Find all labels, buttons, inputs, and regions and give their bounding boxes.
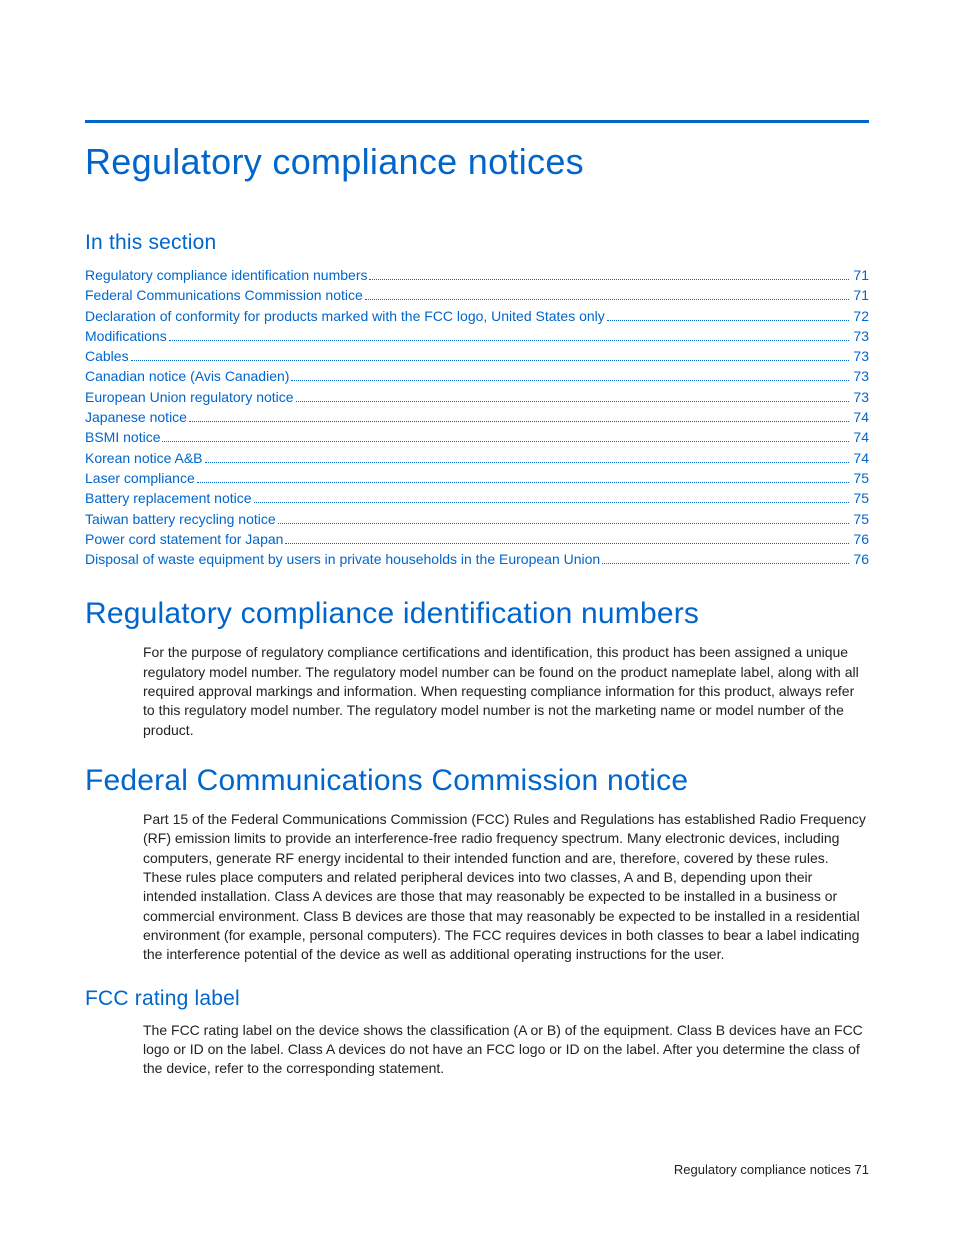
toc-heading: In this section (85, 231, 869, 255)
toc-label: Taiwan battery recycling notice (85, 509, 276, 529)
toc-label: Regulatory compliance identification num… (85, 265, 367, 285)
toc-page-number: 73 (853, 366, 869, 386)
toc-page-number: 74 (853, 407, 869, 427)
toc-row[interactable]: Power cord statement for Japan 76 (85, 529, 869, 549)
toc: Regulatory compliance identification num… (85, 265, 869, 569)
toc-page-number: 73 (853, 326, 869, 346)
toc-leader (254, 502, 850, 503)
toc-row[interactable]: Canadian notice (Avis Canadien) 73 (85, 366, 869, 386)
toc-leader (189, 421, 849, 422)
toc-leader (131, 360, 850, 361)
toc-label: Cables (85, 346, 129, 366)
toc-leader (369, 279, 849, 280)
toc-leader (285, 543, 849, 544)
toc-page-number: 74 (853, 427, 869, 447)
section-heading-fcc: Federal Communications Commission notice (85, 764, 869, 798)
toc-page-number: 76 (853, 529, 869, 549)
toc-leader (197, 482, 850, 483)
toc-row[interactable]: Regulatory compliance identification num… (85, 265, 869, 285)
toc-leader (278, 523, 850, 524)
toc-page-number: 75 (853, 509, 869, 529)
toc-row[interactable]: BSMI notice 74 (85, 427, 869, 447)
toc-label: Japanese notice (85, 407, 187, 427)
toc-label: Modifications (85, 326, 167, 346)
toc-row[interactable]: Cables 73 (85, 346, 869, 366)
toc-page-number: 74 (853, 448, 869, 468)
toc-leader (296, 401, 850, 402)
toc-label: Disposal of waste equipment by users in … (85, 549, 600, 569)
toc-leader (169, 340, 850, 341)
toc-leader (365, 299, 850, 300)
toc-row[interactable]: European Union regulatory notice 73 (85, 387, 869, 407)
toc-row[interactable]: Korean notice A&B 74 (85, 448, 869, 468)
toc-page-number: 73 (853, 346, 869, 366)
toc-row[interactable]: Declaration of conformity for products m… (85, 306, 869, 326)
toc-page-number: 71 (853, 285, 869, 305)
toc-label: Korean notice A&B (85, 448, 203, 468)
section-body-reg-id: For the purpose of regulatory compliance… (143, 643, 869, 740)
toc-label: BSMI notice (85, 427, 160, 447)
toc-leader (291, 380, 849, 381)
toc-row[interactable]: Taiwan battery recycling notice 75 (85, 509, 869, 529)
toc-leader (205, 462, 850, 463)
toc-page-number: 72 (853, 306, 869, 326)
section-body-fcc: Part 15 of the Federal Communications Co… (143, 810, 869, 965)
toc-leader (607, 320, 850, 321)
toc-label: Federal Communications Commission notice (85, 285, 363, 305)
section-heading-reg-id: Regulatory compliance identification num… (85, 597, 869, 631)
toc-label: Battery replacement notice (85, 488, 252, 508)
toc-page-number: 71 (853, 265, 869, 285)
page-content: Regulatory compliance notices In this se… (0, 0, 954, 1078)
page-footer: Regulatory compliance notices 71 (674, 1162, 869, 1177)
toc-label: Declaration of conformity for products m… (85, 306, 605, 326)
toc-page-number: 73 (853, 387, 869, 407)
toc-page-number: 76 (853, 549, 869, 569)
toc-label: Power cord statement for Japan (85, 529, 283, 549)
section-heading-fcc-label: FCC rating label (85, 987, 869, 1011)
toc-leader (162, 441, 849, 442)
toc-label: Laser compliance (85, 468, 195, 488)
toc-row[interactable]: Battery replacement notice 75 (85, 488, 869, 508)
toc-row[interactable]: Laser compliance 75 (85, 468, 869, 488)
toc-row[interactable]: Modifications 73 (85, 326, 869, 346)
toc-row[interactable]: Federal Communications Commission notice… (85, 285, 869, 305)
toc-page-number: 75 (853, 488, 869, 508)
toc-label: European Union regulatory notice (85, 387, 294, 407)
toc-label: Canadian notice (Avis Canadien) (85, 366, 289, 386)
toc-row[interactable]: Japanese notice 74 (85, 407, 869, 427)
section-body-fcc-label: The FCC rating label on the device shows… (143, 1021, 869, 1079)
top-rule (85, 120, 869, 123)
toc-row[interactable]: Disposal of waste equipment by users in … (85, 549, 869, 569)
toc-page-number: 75 (853, 468, 869, 488)
toc-leader (602, 563, 849, 564)
page-title: Regulatory compliance notices (85, 141, 869, 183)
